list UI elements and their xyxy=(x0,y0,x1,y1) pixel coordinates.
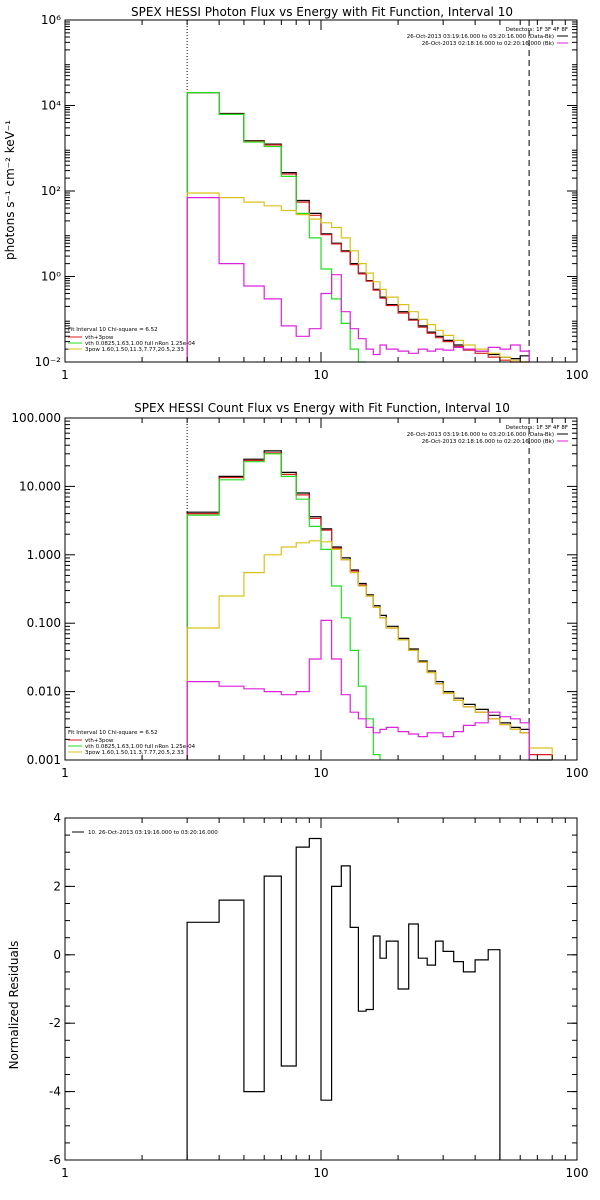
photon-flux-ytick-label: 10² xyxy=(41,184,61,198)
count-flux-legend-left: Fit Interval 10 Chi-square = 6.52 vth+3p… xyxy=(68,730,196,756)
residuals-legend-label: 10. 26-Oct-2013 03:19:16.000 to 03:20:16… xyxy=(88,830,218,836)
count-flux-title: SPEX HESSI Count Flux vs Energy with Fit… xyxy=(134,401,510,415)
count-flux-ytick-label: 0.100 xyxy=(27,616,61,630)
count-flux-series-residual_background xyxy=(186,619,530,760)
photon-flux-legend-nonthermal-label: 3pow 1.60,1.50,11.3,7.77,20.5,2.33 xyxy=(85,347,184,353)
count-flux-series-thermal xyxy=(186,453,381,760)
residuals-ylabel: Normalized Residuals xyxy=(7,941,21,1070)
residuals-series xyxy=(186,837,501,1160)
photon-flux-ytick-label: 10⁻² xyxy=(35,355,62,369)
count-flux-legend-bk-label: 26-Oct-2013 02:18:16.000 to 02:20:16.000… xyxy=(422,439,554,445)
residuals-xtick-label: 1 xyxy=(61,1166,69,1180)
count-flux-legend-total-label: vth+3pow xyxy=(85,738,114,744)
count-flux-legend-right: Detectors: 1F 3F 4F 8F 26-Oct-2013 03:19… xyxy=(407,425,568,445)
photon-flux-xtick-label: 10 xyxy=(313,368,328,382)
photon-flux-fit-info: Fit Interval 10 Chi-square = 6.52 xyxy=(68,327,158,333)
residuals-ytick-label: -4 xyxy=(49,1085,61,1099)
count-flux-xtick-label: 100 xyxy=(566,766,589,780)
photon-flux-ytick-label: 10⁴ xyxy=(41,99,61,113)
photon-flux-series-total xyxy=(186,92,530,363)
photon-flux-axes: 1 10 100 10⁻² 10⁰ 10² 10⁴ 10⁶ xyxy=(35,13,589,382)
count-flux-series xyxy=(186,450,553,761)
photon-flux-legend-left: Fit Interval 10 Chi-square = 6.52 vth+3p… xyxy=(68,327,196,353)
photon-flux-legend-thermal-label: vth 0.0825,1.63,1.00 full nRon 1.25e-04 xyxy=(85,341,196,347)
residuals-ytick-label: -6 xyxy=(49,1153,61,1167)
count-flux-legend-data-label: 26-Oct-2013 03:19:16.000 to 03:20:16.000… xyxy=(407,432,554,438)
residuals-series-residual xyxy=(186,837,501,1160)
count-flux-ytick-label: 0.001 xyxy=(27,753,61,767)
count-flux-detectors: Detectors: 1F 3F 4F 8F xyxy=(506,425,568,431)
photon-flux-series-residual_background xyxy=(186,197,530,362)
count-flux-legend-nonthermal-label: 3pow 1.60,1.50,11.3,7.77,20.5,2.33 xyxy=(85,750,184,756)
count-flux-panel: SPEX HESSI Count Flux vs Energy with Fit… xyxy=(11,401,588,780)
count-flux-xtick-label: 10 xyxy=(313,766,328,780)
count-flux-xtick-label: 1 xyxy=(61,766,69,780)
photon-flux-ylabel: photons s⁻¹ cm⁻² keV⁻¹ xyxy=(3,120,17,260)
residuals-panel: Normalized Residuals 1 10 100 -6 -4 -2 0 2 4 10.… xyxy=(7,811,588,1180)
residuals-ytick-label: -2 xyxy=(49,1016,61,1030)
count-flux-fit-info: Fit Interval 10 Chi-square = 6.52 xyxy=(68,730,158,736)
count-flux-ytick-label: 0.010 xyxy=(27,685,61,699)
residuals-ytick-label: 0 xyxy=(53,948,61,962)
residuals-ytick-label: 2 xyxy=(53,879,61,893)
photon-flux-legend-total-label: vth+3pow xyxy=(85,335,114,341)
photon-flux-legend-data-label: 26-Oct-2013 03:19:16.000 to 03:20:16.000… xyxy=(407,34,554,40)
photon-flux-series xyxy=(186,92,530,363)
residuals-axes: 1 10 100 -6 -4 -2 0 2 4 xyxy=(49,811,588,1180)
residuals-xtick-label: 100 xyxy=(566,1166,589,1180)
photon-flux-xtick-label: 1 xyxy=(61,368,69,382)
photon-flux-legend-right: Detectors: 1F 3F 4F 8F 26-Oct-2013 03:19… xyxy=(407,27,568,47)
photon-flux-ytick-label: 10⁶ xyxy=(41,13,61,27)
count-flux-legend-thermal-label: vth 0.0825,1.63,1.00 full nRon 1.25e-04 xyxy=(85,744,196,750)
count-flux-series-data xyxy=(186,450,553,761)
photon-flux-title: SPEX HESSI Photon Flux vs Energy with Fi… xyxy=(131,5,513,19)
count-flux-ytick-label: 10.000 xyxy=(19,479,61,493)
residuals-legend: 10. 26-Oct-2013 03:19:16.000 to 03:20:16… xyxy=(72,830,218,836)
count-flux-axes: 1 10 100 0.001 0.010 0.100 1.000 10.000 100.000 xyxy=(11,411,588,780)
photon-flux-legend-bk-label: 26-Oct-2013 02:18:16.000 to 02:20:16.000… xyxy=(422,41,554,47)
photon-flux-panel: SPEX HESSI Photon Flux vs Energy with Fi… xyxy=(3,5,588,382)
residuals-ytick-label: 4 xyxy=(53,811,61,825)
residuals-xtick-label: 10 xyxy=(313,1166,328,1180)
photon-flux-xtick-label: 100 xyxy=(566,368,589,382)
photon-flux-series-nonthermal xyxy=(186,192,530,363)
photon-flux-ytick-label: 10⁰ xyxy=(41,270,61,284)
count-flux-ytick-label: 100.000 xyxy=(11,411,61,425)
photon-flux-detectors: Detectors: 1F 3F 4F 8F xyxy=(506,27,568,33)
count-flux-ytick-label: 1.000 xyxy=(27,548,61,562)
